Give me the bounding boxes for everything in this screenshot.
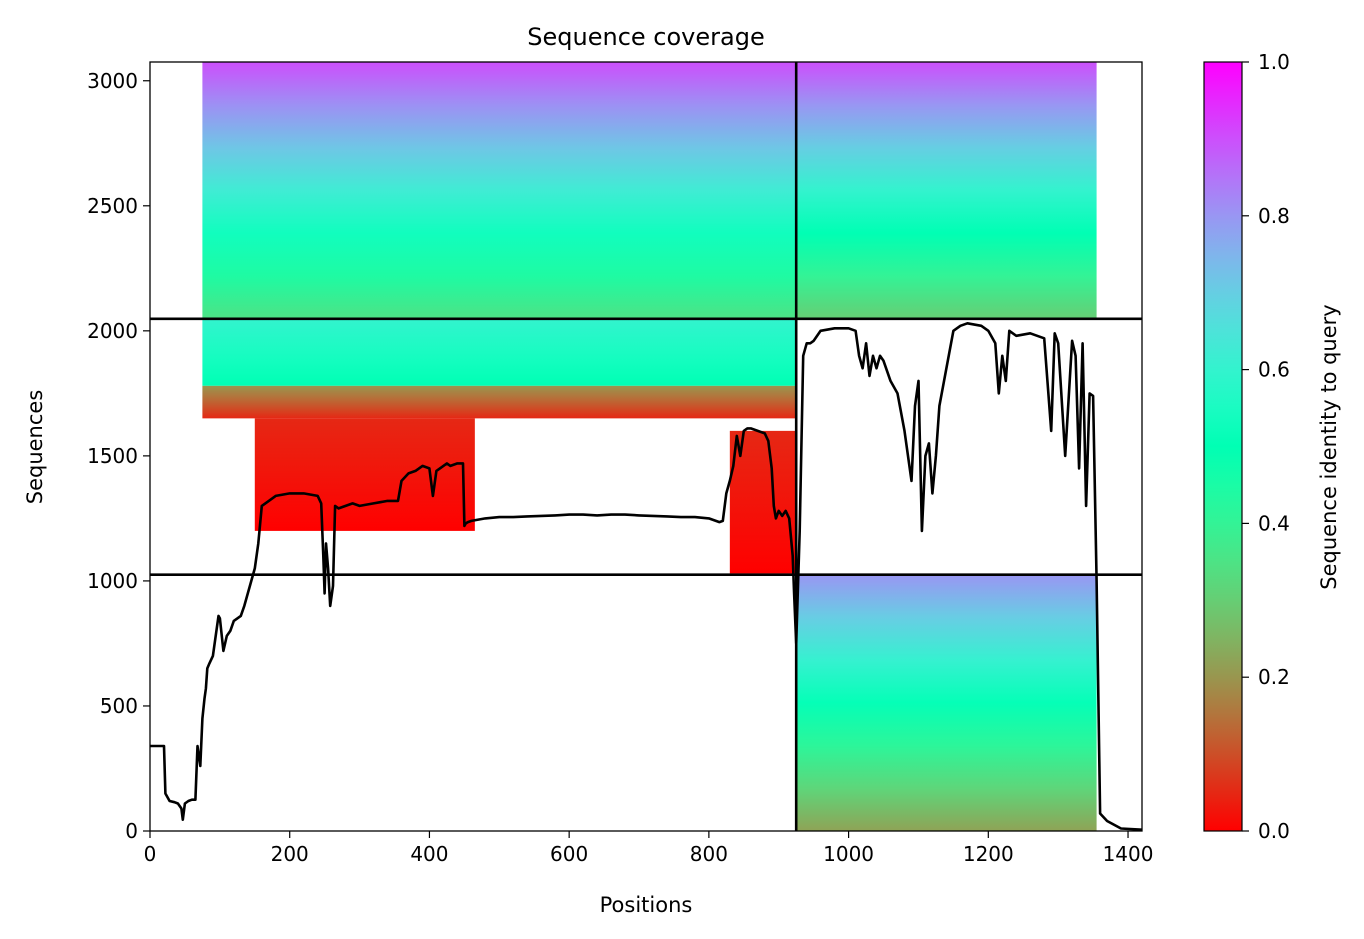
colorbar-tick-label: 0.6 bbox=[1258, 358, 1290, 382]
chart-title: Sequence coverage bbox=[527, 23, 764, 51]
x-tick-label: 1000 bbox=[823, 842, 874, 866]
y-tick-label: 2500 bbox=[87, 194, 138, 218]
colorbar-tick-label: 1.0 bbox=[1258, 50, 1290, 74]
y-tick-label: 2000 bbox=[87, 319, 138, 343]
coverage-block bbox=[202, 62, 797, 319]
x-tick-label: 600 bbox=[550, 842, 588, 866]
x-tick-label: 200 bbox=[271, 842, 309, 866]
colorbar bbox=[1203, 61, 1243, 832]
plot-frame bbox=[149, 61, 1143, 832]
colorbar-tick-label: 0.4 bbox=[1258, 511, 1290, 535]
x-tick-label: 1200 bbox=[963, 842, 1014, 866]
x-tick-label: 800 bbox=[690, 842, 728, 866]
coverage-block bbox=[796, 62, 1097, 319]
y-axis-label: Sequences bbox=[23, 390, 47, 505]
y-tick-label: 500 bbox=[100, 694, 138, 718]
colorbar-ticks: 0.0 0.2 0.4 0.6 0.8 1.0 bbox=[1242, 50, 1290, 843]
y-tick-label: 3000 bbox=[87, 69, 138, 93]
chain-boundaries bbox=[150, 62, 1142, 831]
y-axis-ticks: 0 500 1000 1500 2000 2500 3000 bbox=[87, 69, 150, 843]
x-axis-label: Positions bbox=[600, 893, 693, 917]
x-axis-ticks: 0 200 400 600 800 1000 1200 1400 bbox=[144, 831, 1154, 866]
colorbar-tick-label: 0.8 bbox=[1258, 204, 1290, 228]
coverage-block bbox=[254, 418, 475, 531]
coverage-line bbox=[150, 321, 1142, 831]
x-tick-label: 0 bbox=[144, 842, 157, 866]
coverage-block bbox=[202, 385, 797, 419]
coverage-blocks bbox=[202, 62, 1097, 831]
y-tick-label: 1000 bbox=[87, 569, 138, 593]
y-tick-label: 0 bbox=[125, 819, 138, 843]
colorbar-tick-label: 0.0 bbox=[1258, 819, 1290, 843]
colorbar-label: Sequence identity to query bbox=[1317, 304, 1341, 589]
x-tick-label: 1400 bbox=[1103, 842, 1154, 866]
x-tick-label: 400 bbox=[410, 842, 448, 866]
y-tick-label: 1500 bbox=[87, 444, 138, 468]
coverage-block bbox=[796, 574, 1097, 831]
colorbar-tick-label: 0.2 bbox=[1258, 665, 1290, 689]
plot-area bbox=[150, 62, 1142, 831]
coverage-block bbox=[202, 318, 797, 386]
